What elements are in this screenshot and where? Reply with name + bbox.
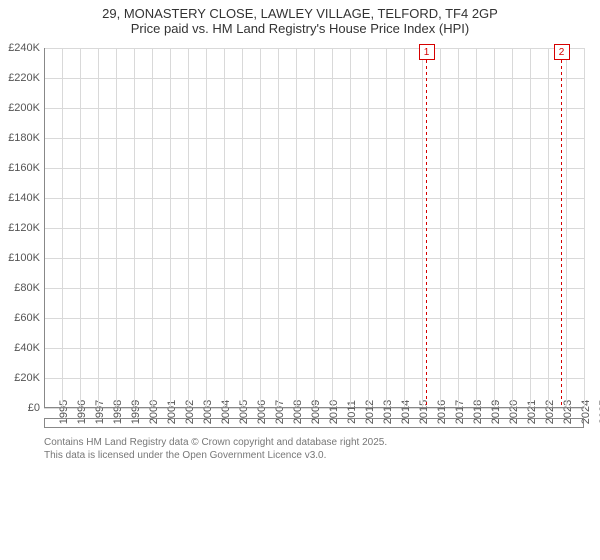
- y-tick-label: £20K: [14, 372, 40, 384]
- legend: [44, 418, 584, 428]
- chart-container: 29, MONASTERY CLOSE, LAWLEY VILLAGE, TEL…: [0, 0, 600, 560]
- chart-marker-flag: 1: [419, 44, 435, 60]
- y-tick-label: £40K: [14, 342, 40, 354]
- y-tick-label: £220K: [8, 72, 40, 84]
- title-line-2: Price paid vs. HM Land Registry's House …: [10, 21, 590, 36]
- y-tick-label: £200K: [8, 102, 40, 114]
- x-tick-label: 2025: [584, 400, 600, 424]
- y-tick-label: £180K: [8, 132, 40, 144]
- line-chart: £0£20K£40K£60K£80K£100K£120K£140K£160K£1…: [44, 48, 584, 408]
- credit-line-1: Contains HM Land Registry data © Crown c…: [44, 436, 584, 449]
- y-tick-label: £100K: [8, 252, 40, 264]
- y-tick-label: £60K: [14, 312, 40, 324]
- y-tick-label: £240K: [8, 42, 40, 54]
- gridline-v: [584, 48, 585, 408]
- chart-title: 29, MONASTERY CLOSE, LAWLEY VILLAGE, TEL…: [0, 0, 600, 38]
- chart-footer: Contains HM Land Registry data © Crown c…: [44, 418, 584, 462]
- y-tick-label: £80K: [14, 282, 40, 294]
- chart-marker-flag: 2: [554, 44, 570, 60]
- credit-line-2: This data is licensed under the Open Gov…: [44, 449, 584, 462]
- y-tick-label: £140K: [8, 192, 40, 204]
- y-tick-label: £120K: [8, 222, 40, 234]
- y-tick-label: £0: [28, 402, 40, 414]
- chart-svg: [44, 48, 584, 408]
- title-line-1: 29, MONASTERY CLOSE, LAWLEY VILLAGE, TEL…: [10, 6, 590, 21]
- y-tick-label: £160K: [8, 162, 40, 174]
- credit-text: Contains HM Land Registry data © Crown c…: [44, 436, 584, 462]
